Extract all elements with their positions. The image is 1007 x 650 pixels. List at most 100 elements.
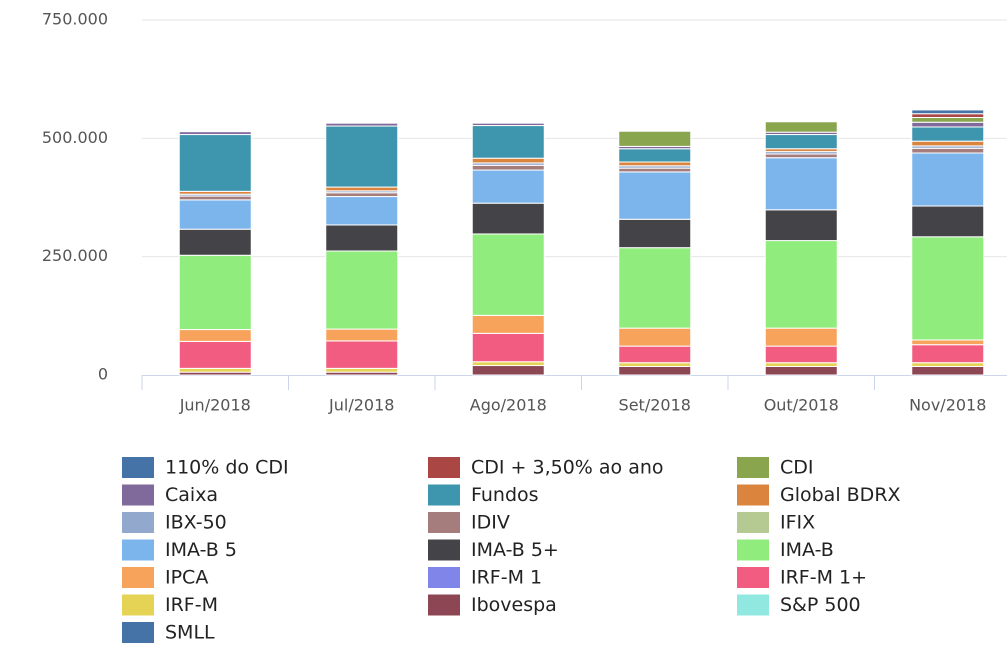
legend-label: IFIX bbox=[780, 512, 815, 534]
x-tick-label: Jul/2018 bbox=[328, 396, 394, 415]
x-tick-label: Nov/2018 bbox=[909, 396, 986, 415]
bar-segment bbox=[764, 345, 838, 364]
bar-segment bbox=[911, 236, 985, 341]
bar-segment bbox=[325, 186, 399, 192]
bar-segment bbox=[764, 362, 838, 367]
bar-segment bbox=[764, 121, 838, 133]
bar-segment bbox=[618, 148, 692, 163]
bar-segment bbox=[911, 152, 985, 207]
legend-swatch bbox=[737, 512, 769, 533]
bar-segment bbox=[325, 224, 399, 252]
bar-segment bbox=[325, 340, 399, 369]
bar-segment bbox=[471, 361, 545, 367]
legend-swatch bbox=[122, 512, 154, 533]
bar-segment bbox=[178, 367, 252, 373]
legend-label: IDIV bbox=[471, 512, 510, 534]
bar-segment bbox=[911, 362, 985, 367]
legend-label: 110% do CDI bbox=[165, 457, 289, 479]
bar-segment bbox=[325, 328, 399, 342]
bar-segment bbox=[178, 329, 252, 342]
legend-swatch bbox=[428, 594, 460, 616]
legend-swatch bbox=[428, 512, 460, 533]
bar-segment bbox=[325, 122, 399, 127]
legend-label: IRF-M bbox=[165, 594, 218, 616]
bar-segment bbox=[618, 218, 692, 249]
legend-swatch bbox=[122, 484, 154, 506]
legend-label: IMA-B bbox=[780, 539, 834, 561]
y-tick-label: 0 bbox=[98, 365, 108, 384]
legend-label: IRF-M 1 bbox=[471, 567, 542, 589]
bar-segment bbox=[178, 228, 252, 256]
bar-segment bbox=[764, 365, 838, 376]
legend-label: Caixa bbox=[165, 484, 218, 506]
bar-segment bbox=[764, 134, 838, 150]
legend-label: IPCA bbox=[165, 567, 208, 589]
legend-label: CDI bbox=[780, 457, 814, 479]
bar-segment bbox=[178, 199, 252, 230]
y-tick-label: 750.000 bbox=[42, 10, 108, 29]
bar-segment bbox=[325, 367, 399, 373]
bar-segment bbox=[471, 332, 545, 363]
legend-swatch bbox=[428, 457, 460, 478]
bar-segment bbox=[471, 164, 545, 171]
bar-segment bbox=[911, 140, 985, 147]
bar-segment bbox=[764, 153, 838, 159]
y-tick-label: 500.000 bbox=[42, 128, 108, 147]
bar-segment bbox=[325, 125, 399, 188]
legend-swatch bbox=[122, 457, 154, 478]
bar-segment bbox=[911, 205, 985, 238]
legend-label: IMA-B 5+ bbox=[471, 539, 559, 561]
bar-segment bbox=[471, 365, 545, 376]
bar-segment bbox=[325, 196, 399, 226]
bar-segment bbox=[618, 161, 692, 167]
bar-segment bbox=[471, 122, 545, 127]
bar-segment bbox=[471, 202, 545, 235]
bar-segment bbox=[911, 147, 985, 154]
bar-segment bbox=[764, 327, 838, 347]
bar-segment bbox=[471, 169, 545, 204]
legend-swatch bbox=[428, 484, 460, 506]
bar-segment bbox=[911, 121, 985, 128]
legend-swatch bbox=[737, 457, 769, 478]
x-tick-label: Set/2018 bbox=[619, 396, 691, 415]
legend-label: Ibovespa bbox=[471, 594, 557, 616]
bar-segment bbox=[471, 157, 545, 164]
bar-segment bbox=[911, 117, 985, 123]
bar-segment bbox=[618, 130, 692, 147]
bar-segment bbox=[911, 109, 985, 115]
legend-label: IRF-M 1+ bbox=[780, 567, 867, 589]
bar-segment bbox=[325, 192, 399, 198]
bar-segment bbox=[325, 250, 399, 330]
bar-segment bbox=[618, 362, 692, 367]
legend-label: IMA-B 5 bbox=[165, 539, 237, 561]
legend-swatch bbox=[737, 539, 769, 561]
bar-segment bbox=[618, 167, 692, 173]
bar-segment bbox=[178, 254, 252, 331]
bar-segment bbox=[911, 365, 985, 376]
bar-segment bbox=[471, 125, 545, 159]
y-tick-label: 250.000 bbox=[42, 246, 108, 265]
legend-label: Global BDRX bbox=[780, 484, 901, 506]
bar-segment bbox=[178, 340, 252, 369]
bar-segment bbox=[471, 314, 545, 334]
bar-segment bbox=[618, 345, 692, 364]
bar-segment bbox=[764, 240, 838, 329]
legend-swatch bbox=[122, 622, 154, 643]
legend-swatch bbox=[122, 567, 154, 588]
bar-segment bbox=[911, 126, 985, 142]
bar-segment bbox=[471, 233, 545, 316]
bar-segment bbox=[911, 113, 985, 119]
legend-swatch bbox=[737, 484, 769, 506]
legend-swatch bbox=[428, 567, 460, 588]
bar-segment bbox=[618, 365, 692, 376]
legend-swatch bbox=[428, 539, 460, 561]
bar-segment bbox=[178, 131, 252, 136]
legend-label: S&P 500 bbox=[780, 594, 861, 616]
legend-label: SMLL bbox=[165, 622, 215, 644]
legend-label: IBX-50 bbox=[165, 512, 227, 534]
x-tick-label: Jun/2018 bbox=[179, 396, 251, 415]
bar-segment bbox=[618, 327, 692, 347]
bar-segment bbox=[178, 134, 252, 192]
